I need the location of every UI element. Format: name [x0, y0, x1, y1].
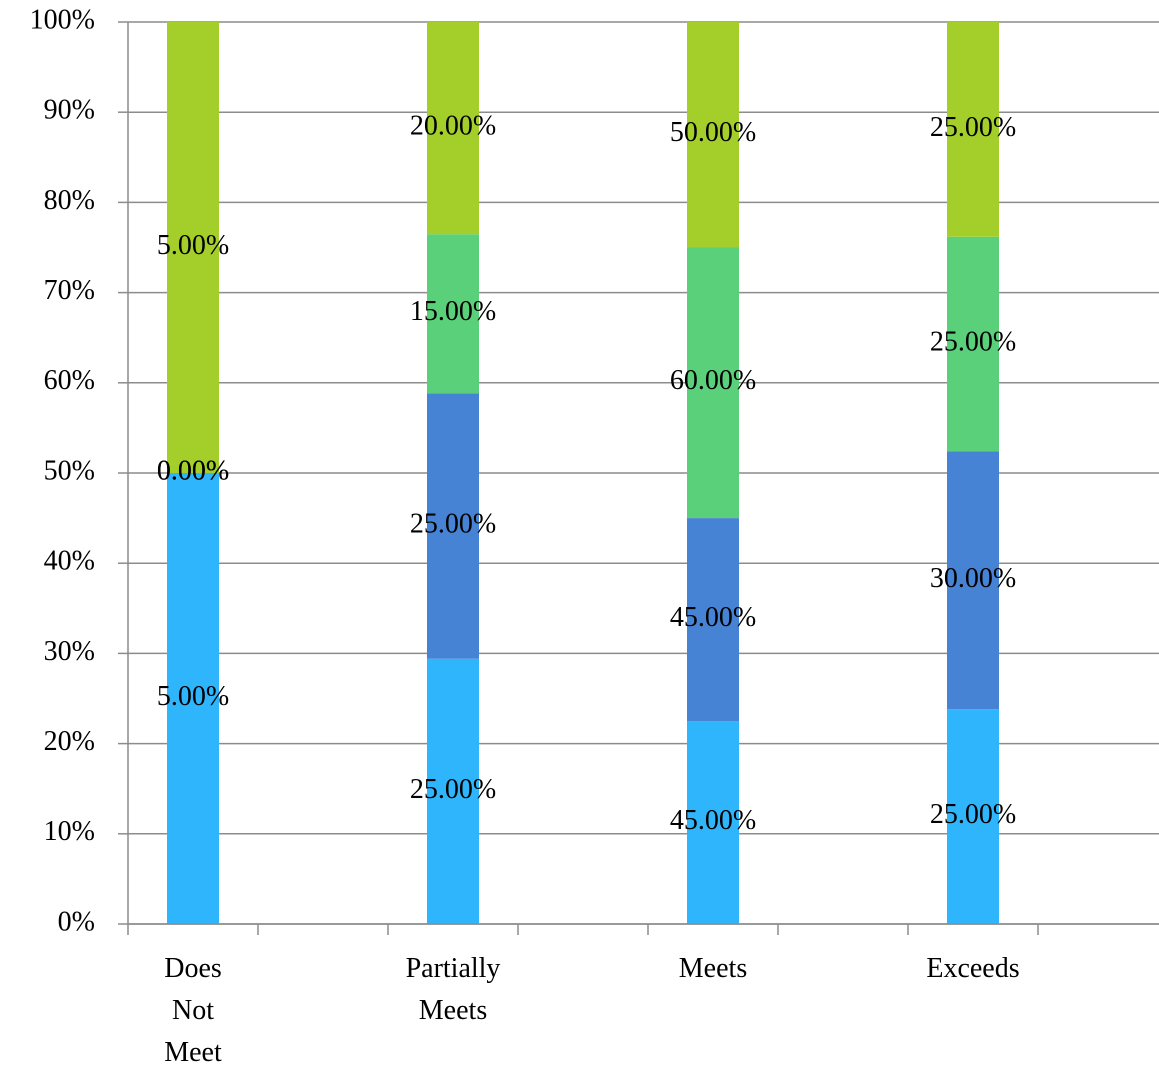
data-label: 0.00% [157, 455, 229, 486]
bar-segment [427, 393, 479, 659]
data-label: 30.00% [930, 563, 1016, 594]
data-label: 0.00% [157, 455, 229, 486]
data-label: 45.00% [670, 805, 756, 836]
bar-segment [687, 518, 739, 722]
bar-segment [687, 22, 739, 248]
y-tick-label: 80% [44, 185, 95, 216]
bar-segment [427, 234, 479, 394]
data-label: 60.00% [670, 365, 756, 396]
y-tick-label: 60% [44, 365, 95, 396]
data-label: 25.00% [410, 774, 496, 805]
data-label: 25.00% [930, 112, 1016, 143]
bar-segment [947, 22, 999, 237]
data-label: 15.00% [410, 296, 496, 327]
bar-segment [947, 451, 999, 710]
bar-segment [167, 22, 219, 473]
bar-segment [947, 709, 999, 924]
y-tick-label: 90% [44, 95, 95, 126]
bar-segment [167, 473, 219, 924]
data-label: 45.00% [670, 602, 756, 633]
y-tick-label: 100% [30, 4, 95, 35]
x-tick-label: Exceeds [926, 953, 1020, 984]
y-tick-label: 0% [58, 906, 95, 937]
bar-segment [427, 22, 479, 235]
data-label: 20.00% [410, 111, 496, 142]
y-tick-label: 40% [44, 546, 95, 577]
bar-segment [687, 247, 739, 519]
y-tick-label: 20% [44, 726, 95, 757]
y-tick-label: 70% [44, 275, 95, 306]
y-tick-label: 50% [44, 455, 95, 486]
data-label: 25.00% [410, 508, 496, 539]
bar-segment [687, 721, 739, 924]
data-label: 25.00% [930, 327, 1016, 358]
x-tick-label: Does Not Meet [164, 953, 222, 1068]
data-label: 25.00% [930, 799, 1016, 830]
y-tick-label: 10% [44, 816, 95, 847]
y-tick-label: 30% [44, 636, 95, 667]
data-label: 50.00% [670, 117, 756, 148]
bar-segment [947, 236, 999, 452]
data-label: 5.00% [157, 681, 229, 712]
x-tick-label: Partially Meets [405, 953, 501, 1026]
x-tick-label: Meets [678, 953, 748, 984]
bar-segment [427, 658, 479, 924]
data-label: 5.00% [157, 230, 229, 261]
